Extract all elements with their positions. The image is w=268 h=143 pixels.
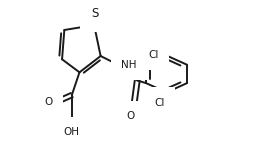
Text: OH: OH [64, 127, 80, 137]
Text: NH: NH [121, 60, 137, 70]
Text: O: O [44, 97, 53, 107]
Text: Cl: Cl [148, 49, 158, 59]
Text: O: O [126, 111, 135, 121]
Text: Cl: Cl [154, 98, 165, 108]
Text: S: S [92, 7, 99, 20]
